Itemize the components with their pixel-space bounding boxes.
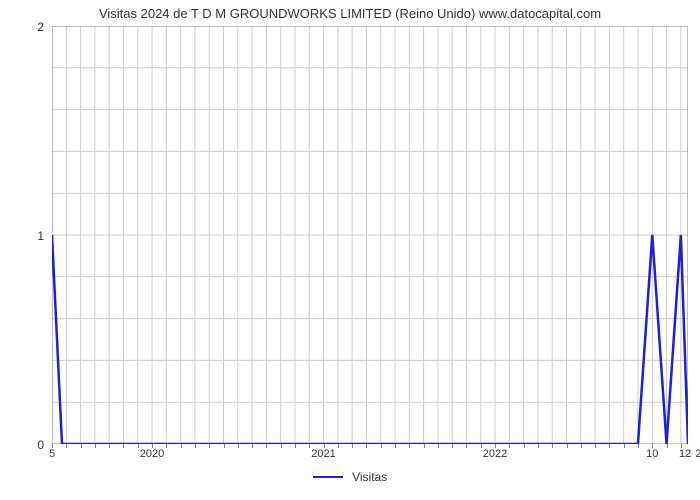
x-tick-mark <box>409 444 410 448</box>
x-tick-mark <box>281 444 282 448</box>
x-tick-mark <box>552 444 553 448</box>
x-tick-mark <box>181 444 182 448</box>
x-tick-label: 2022 <box>465 448 525 460</box>
x-tick-mark <box>209 444 210 448</box>
y-tick-label: 2 <box>0 20 44 34</box>
x-tick-mark <box>266 444 267 448</box>
x-tick-mark <box>66 444 67 448</box>
x-tick-mark <box>166 444 167 448</box>
x-tick-mark <box>681 444 682 448</box>
x-tick-mark <box>424 444 425 448</box>
x-tick-mark <box>238 444 239 448</box>
x-tick-mark <box>195 444 196 448</box>
x-tick-mark <box>152 444 153 448</box>
x-tick-mark <box>452 444 453 448</box>
x-tick-mark <box>509 444 510 448</box>
x-tick-mark <box>466 444 467 448</box>
x-tick-mark <box>652 444 653 448</box>
chart-legend: Visitas <box>0 469 700 484</box>
x-tick-mark <box>352 444 353 448</box>
x-tick-mark <box>638 444 639 448</box>
legend-label: Visitas <box>352 470 387 484</box>
x-tick-mark <box>338 444 339 448</box>
x-tick-mark <box>567 444 568 448</box>
x-tick-mark <box>624 444 625 448</box>
x-tick-label: 2021 <box>294 448 354 460</box>
x-tick-label: 2020 <box>122 448 182 460</box>
chart-title: Visitas 2024 de T D M GROUNDWORKS LIMITE… <box>0 0 700 21</box>
x-tick-mark <box>538 444 539 448</box>
x-tick-mark <box>481 444 482 448</box>
x-tick-mark <box>295 444 296 448</box>
chart-plot-area <box>52 26 688 444</box>
x-tick-mark <box>252 444 253 448</box>
x-tick-mark <box>395 444 396 448</box>
x-tick-label: 202 <box>695 448 700 460</box>
x-tick-mark <box>495 444 496 448</box>
x-tick-mark <box>366 444 367 448</box>
x-tick-mark <box>667 444 668 448</box>
x-tick-mark <box>52 444 53 448</box>
x-tick-mark <box>324 444 325 448</box>
x-tick-label: 12 <box>655 448 700 460</box>
x-tick-mark <box>123 444 124 448</box>
x-tick-mark <box>224 444 225 448</box>
x-tick-mark <box>81 444 82 448</box>
x-tick-mark <box>609 444 610 448</box>
x-tick-mark <box>595 444 596 448</box>
x-tick-mark <box>309 444 310 448</box>
x-tick-mark <box>438 444 439 448</box>
x-tick-mark <box>138 444 139 448</box>
y-tick-label: 1 <box>0 229 44 243</box>
x-tick-mark <box>95 444 96 448</box>
x-tick-mark <box>524 444 525 448</box>
legend-swatch <box>313 476 343 478</box>
chart-svg <box>52 26 688 444</box>
x-tick-label: 5 <box>22 448 82 460</box>
x-tick-mark <box>381 444 382 448</box>
x-tick-mark <box>109 444 110 448</box>
x-tick-mark <box>581 444 582 448</box>
